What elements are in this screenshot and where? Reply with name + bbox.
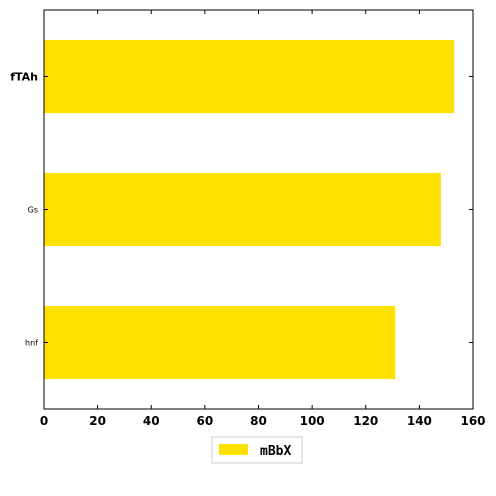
x-tick-label-140: 140 xyxy=(407,414,432,428)
x-axis-ticks: 0 20 40 60 80 100 120 140 160 xyxy=(40,10,486,428)
x-tick-label-20: 20 xyxy=(89,414,106,428)
x-tick-label-100: 100 xyxy=(300,414,325,428)
x-tick-label-80: 80 xyxy=(250,414,267,428)
y-tick-label-Gs: Gs xyxy=(28,206,38,215)
x-tick-label-120: 120 xyxy=(353,414,378,428)
x-tick-label-160: 160 xyxy=(460,414,485,428)
bar-Gs xyxy=(44,172,441,247)
bars-layer xyxy=(44,39,455,380)
x-tick-label-40: 40 xyxy=(143,414,160,428)
legend-label: mBbX xyxy=(260,444,291,459)
x-tick-label-60: 60 xyxy=(197,414,214,428)
legend-swatch xyxy=(219,444,248,455)
legend: mBbX xyxy=(211,436,303,464)
bar-hnf xyxy=(44,305,396,380)
y-axis-ticks: fTAh Gs hnf xyxy=(10,71,473,348)
y-tick-label-fTAh: fTAh xyxy=(10,71,38,84)
x-tick-label-0: 0 xyxy=(40,414,48,428)
y-tick-label-hnf: hnf xyxy=(25,339,38,348)
bar-fTAh xyxy=(44,39,455,114)
